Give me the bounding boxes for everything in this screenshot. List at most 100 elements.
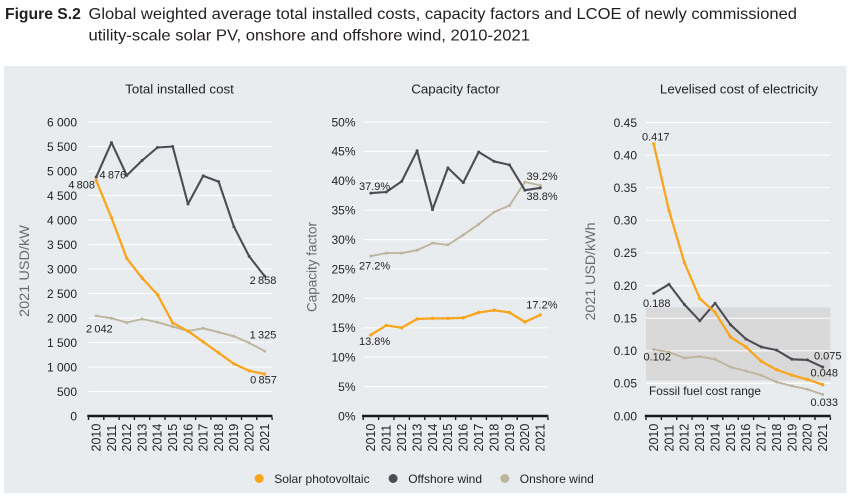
svg-text:10%: 10% bbox=[331, 351, 355, 365]
svg-text:2 858: 2 858 bbox=[250, 275, 277, 287]
svg-text:1 325: 1 325 bbox=[250, 330, 277, 342]
svg-text:2018: 2018 bbox=[770, 424, 784, 452]
svg-text:2013: 2013 bbox=[693, 424, 707, 452]
svg-text:2020: 2020 bbox=[243, 424, 257, 452]
svg-text:4 808: 4 808 bbox=[68, 179, 95, 191]
svg-text:2017: 2017 bbox=[472, 424, 486, 452]
svg-text:2015: 2015 bbox=[441, 424, 455, 452]
svg-text:0: 0 bbox=[70, 409, 77, 423]
svg-text:Onshore wind: Onshore wind bbox=[520, 472, 594, 486]
svg-text:30%: 30% bbox=[331, 233, 355, 247]
svg-text:2015: 2015 bbox=[166, 424, 180, 452]
svg-text:5%: 5% bbox=[338, 380, 356, 394]
svg-text:2012: 2012 bbox=[120, 424, 134, 452]
svg-text:0.40: 0.40 bbox=[614, 148, 638, 162]
svg-text:Solar photovoltaic: Solar photovoltaic bbox=[274, 472, 369, 486]
svg-text:4 876: 4 876 bbox=[100, 170, 127, 182]
svg-text:2019: 2019 bbox=[785, 424, 799, 452]
svg-text:1 500: 1 500 bbox=[47, 336, 77, 350]
svg-text:50%: 50% bbox=[331, 115, 355, 129]
svg-text:0.048: 0.048 bbox=[810, 368, 838, 380]
svg-text:0.15: 0.15 bbox=[614, 312, 638, 326]
svg-text:6 000: 6 000 bbox=[47, 115, 77, 129]
svg-text:500: 500 bbox=[57, 385, 77, 399]
svg-text:2016: 2016 bbox=[181, 424, 195, 452]
svg-text:2012: 2012 bbox=[395, 424, 409, 452]
svg-text:2010: 2010 bbox=[364, 424, 378, 452]
svg-text:0.20: 0.20 bbox=[614, 279, 638, 293]
svg-text:Global weighted average total: Global weighted average total installed … bbox=[89, 6, 798, 23]
svg-text:0.033: 0.033 bbox=[810, 397, 838, 409]
svg-text:Levelised cost of electricity: Levelised cost of electricity bbox=[660, 82, 819, 97]
svg-text:2011: 2011 bbox=[105, 425, 119, 452]
svg-text:Figure S.2: Figure S.2 bbox=[5, 6, 81, 23]
svg-text:0.102: 0.102 bbox=[644, 352, 672, 364]
svg-text:2013: 2013 bbox=[410, 424, 424, 452]
svg-text:2 500: 2 500 bbox=[47, 287, 77, 301]
svg-text:Fossil fuel cost range: Fossil fuel cost range bbox=[649, 384, 761, 398]
svg-text:2011: 2011 bbox=[662, 425, 676, 452]
svg-text:Offshore wind: Offshore wind bbox=[408, 472, 482, 486]
svg-text:0%: 0% bbox=[338, 409, 356, 423]
svg-text:3 500: 3 500 bbox=[47, 238, 77, 252]
svg-text:17.2%: 17.2% bbox=[526, 300, 557, 312]
svg-text:0.10: 0.10 bbox=[614, 344, 638, 358]
svg-text:2015: 2015 bbox=[724, 424, 738, 452]
svg-text:0.188: 0.188 bbox=[643, 298, 671, 310]
svg-text:0.417: 0.417 bbox=[642, 131, 670, 143]
svg-text:2016: 2016 bbox=[457, 424, 471, 452]
svg-text:2021 USD/kWh: 2021 USD/kWh bbox=[583, 223, 598, 321]
svg-text:utility-scale solar PV, onshor: utility-scale solar PV, onshore and offs… bbox=[89, 27, 531, 44]
svg-text:0.45: 0.45 bbox=[614, 116, 638, 130]
svg-text:2021: 2021 bbox=[258, 424, 272, 452]
svg-text:0.05: 0.05 bbox=[614, 377, 638, 391]
svg-text:2017: 2017 bbox=[755, 424, 769, 452]
svg-text:39.2%: 39.2% bbox=[527, 171, 558, 183]
svg-text:15%: 15% bbox=[331, 321, 355, 335]
svg-text:45%: 45% bbox=[331, 145, 355, 159]
svg-text:2 042: 2 042 bbox=[86, 324, 113, 336]
svg-text:2018: 2018 bbox=[487, 424, 501, 452]
svg-text:3 000: 3 000 bbox=[47, 262, 77, 276]
svg-text:0.25: 0.25 bbox=[614, 246, 638, 260]
svg-text:2014: 2014 bbox=[708, 424, 722, 452]
svg-text:0 857: 0 857 bbox=[250, 375, 277, 387]
svg-text:0.35: 0.35 bbox=[614, 181, 638, 195]
svg-text:4 000: 4 000 bbox=[47, 213, 77, 227]
svg-text:2019: 2019 bbox=[227, 424, 241, 452]
svg-text:27.2%: 27.2% bbox=[359, 260, 390, 272]
svg-text:13.8%: 13.8% bbox=[359, 336, 390, 348]
svg-text:2011: 2011 bbox=[380, 425, 394, 452]
svg-text:2012: 2012 bbox=[678, 424, 692, 452]
svg-text:25%: 25% bbox=[331, 262, 355, 276]
svg-text:37.9%: 37.9% bbox=[359, 181, 390, 193]
svg-text:2016: 2016 bbox=[739, 424, 753, 452]
svg-text:2014: 2014 bbox=[151, 424, 165, 452]
svg-text:Total installed cost: Total installed cost bbox=[125, 82, 234, 97]
svg-text:0.00: 0.00 bbox=[614, 409, 638, 423]
svg-text:2017: 2017 bbox=[197, 424, 211, 452]
svg-text:2013: 2013 bbox=[135, 424, 149, 452]
svg-text:2014: 2014 bbox=[426, 424, 440, 452]
svg-text:Capacity factor: Capacity factor bbox=[305, 222, 320, 312]
svg-text:2019: 2019 bbox=[503, 424, 517, 452]
svg-text:2021 USD/kW: 2021 USD/kW bbox=[17, 225, 32, 317]
svg-text:1 000: 1 000 bbox=[47, 360, 77, 374]
svg-text:2020: 2020 bbox=[518, 424, 532, 452]
svg-text:2010: 2010 bbox=[647, 424, 661, 452]
svg-text:40%: 40% bbox=[331, 174, 355, 188]
svg-text:38.8%: 38.8% bbox=[527, 191, 558, 203]
svg-text:2018: 2018 bbox=[212, 424, 226, 452]
svg-text:0.30: 0.30 bbox=[614, 214, 638, 228]
svg-text:20%: 20% bbox=[331, 292, 355, 306]
svg-text:5 500: 5 500 bbox=[47, 140, 77, 154]
svg-text:5 000: 5 000 bbox=[47, 164, 77, 178]
svg-text:Capacity factor: Capacity factor bbox=[411, 82, 500, 97]
svg-text:35%: 35% bbox=[331, 204, 355, 218]
svg-text:2 000: 2 000 bbox=[47, 311, 77, 325]
svg-text:2010: 2010 bbox=[90, 424, 104, 452]
svg-text:4 500: 4 500 bbox=[47, 189, 77, 203]
svg-text:2020: 2020 bbox=[801, 424, 815, 452]
svg-text:2021: 2021 bbox=[534, 424, 548, 452]
svg-text:0.075: 0.075 bbox=[814, 351, 842, 363]
